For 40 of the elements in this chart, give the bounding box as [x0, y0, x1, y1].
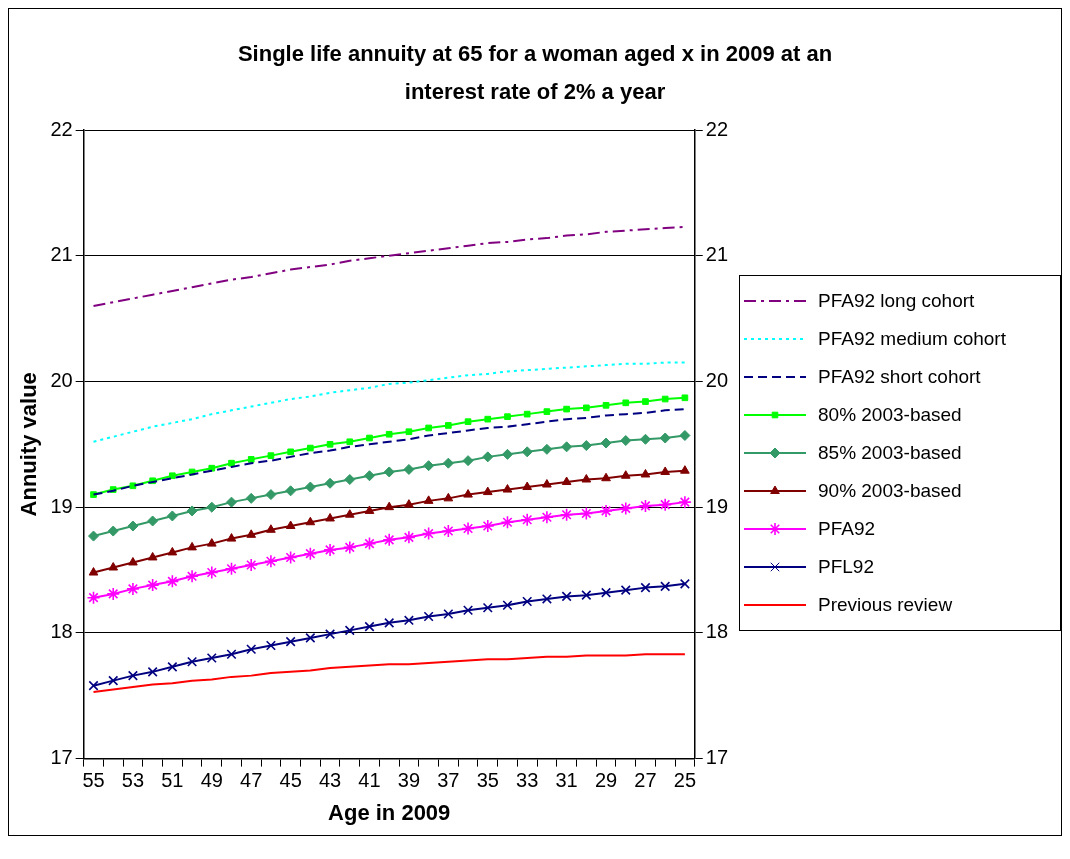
x-tick-label: 55 — [82, 769, 105, 792]
x-axis-title: Age in 2009 — [328, 799, 451, 825]
legend-label: PFA92 long cohort — [818, 290, 975, 312]
legend-label: PFL92 — [818, 556, 874, 578]
legend-label: 85% 2003-based — [818, 442, 962, 464]
y-tick-label: 19 — [50, 494, 73, 517]
x-tick-label: 45 — [279, 769, 302, 792]
legend-label: PFA92 medium cohort — [818, 328, 1006, 350]
legend-label: PFA92 — [818, 518, 876, 540]
x-tick-label: 49 — [200, 769, 223, 792]
x-tick-label: 41 — [358, 769, 381, 792]
y-tick-label: 18 — [50, 620, 73, 643]
y-tick-label: 22 — [50, 117, 73, 140]
legend-label: 80% 2003-based — [818, 404, 962, 426]
x-tick-label: 39 — [397, 769, 421, 792]
legend-label: Previous review — [818, 594, 953, 616]
x-tick-label: 35 — [476, 769, 499, 792]
y2-tick-label: 22 — [705, 117, 728, 140]
x-tick-label: 25 — [673, 769, 697, 792]
legend-label: 90% 2003-based — [818, 480, 962, 502]
x-tick-label: 31 — [555, 769, 578, 792]
x-tick-label: 33 — [516, 769, 539, 792]
x-tick-label: 27 — [634, 769, 657, 792]
legend-label: PFA92 short cohort — [818, 366, 981, 388]
y2-tick-label: 18 — [705, 620, 728, 643]
x-tick-label: 43 — [318, 769, 342, 792]
y-axis-title: Annuity value — [16, 372, 42, 517]
y2-tick-label: 21 — [705, 243, 728, 266]
y2-tick-label: 17 — [705, 746, 728, 769]
y-tick-label: 17 — [50, 746, 73, 769]
x-tick-label: 29 — [594, 769, 618, 792]
chart-title: Single life annuity at 65 for a woman aged x in 2009 at an interest rate of 2% a year — [236, 40, 834, 106]
y2-tick-label: 20 — [705, 368, 728, 391]
x-tick-label: 37 — [437, 769, 460, 792]
x-tick-label: 51 — [161, 769, 184, 792]
y2-tick-label: 19 — [705, 494, 728, 517]
x-tick-label: 47 — [240, 769, 263, 792]
y-tick-label: 20 — [50, 368, 73, 391]
y-tick-label: 21 — [50, 243, 73, 266]
x-tick-label: 53 — [121, 769, 145, 792]
